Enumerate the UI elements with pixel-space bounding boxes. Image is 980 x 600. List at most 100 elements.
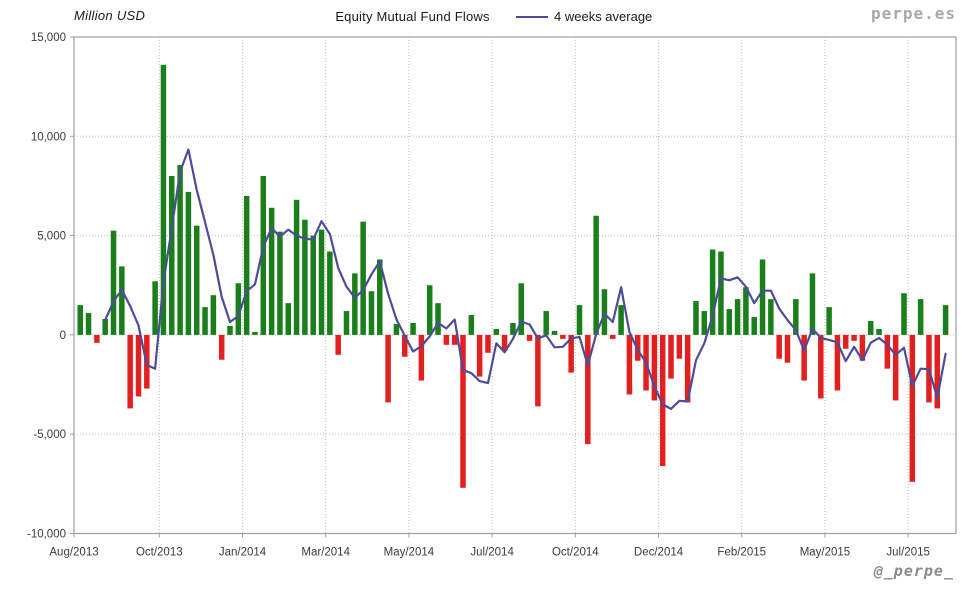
- x-tick-label: Jan/2014: [219, 547, 267, 559]
- legend: 4 weeks average: [516, 9, 652, 24]
- author-handle: @_perpe_: [873, 562, 954, 580]
- legend-label: 4 weeks average: [554, 9, 653, 24]
- flow-bar: [285, 303, 292, 335]
- flow-bar: [501, 334, 508, 351]
- flow-bar: [476, 334, 483, 377]
- flow-bar: [884, 334, 891, 369]
- plot-border: [73, 36, 957, 535]
- flow-bar: [576, 305, 583, 335]
- flow-bar: [718, 251, 724, 335]
- flow-bar: [327, 251, 333, 335]
- flow-bar: [901, 293, 907, 335]
- flow-bar: [751, 317, 757, 335]
- flow-bar: [177, 165, 183, 335]
- flow-bar: [843, 334, 849, 349]
- flow-bar: [726, 309, 733, 335]
- flow-bar: [302, 219, 308, 335]
- watermark: perpe.es: [870, 4, 956, 23]
- x-tick-label: Jul/2014: [470, 547, 514, 559]
- flow-bar: [218, 334, 225, 360]
- flow-bar: [743, 287, 749, 335]
- flow-bar: [343, 311, 350, 335]
- x-tick-label: May/2015: [800, 547, 851, 559]
- x-tick-label: Feb/2015: [717, 547, 766, 559]
- flow-bar: [593, 215, 599, 335]
- x-tick-label: Jul/2015: [886, 547, 929, 559]
- flow-bar: [102, 319, 108, 335]
- flow-bar: [202, 307, 208, 335]
- flow-bar: [859, 334, 866, 361]
- flow-bar: [917, 299, 924, 335]
- flow-bar: [793, 299, 799, 335]
- flow-bar: [776, 334, 782, 359]
- flow-bar: [601, 289, 608, 335]
- y-tick-label: -10,000: [27, 529, 66, 541]
- flow-bar: [435, 303, 441, 335]
- flow-bar: [260, 176, 267, 335]
- flow-bar: [127, 334, 133, 409]
- flow-bar: [809, 273, 816, 335]
- flow-bar: [709, 249, 716, 335]
- flow-bar: [293, 199, 300, 335]
- flow-bar: [443, 334, 450, 345]
- flow-bar: [701, 311, 708, 335]
- flow-bar: [368, 291, 375, 335]
- x-tick-label: Mar/2014: [301, 547, 350, 559]
- y-tick-label: 10,000: [31, 131, 66, 143]
- y-tick-label: 15,000: [31, 32, 66, 44]
- flow-bar: [684, 334, 691, 403]
- flow-bar: [826, 307, 832, 335]
- flow-bar: [352, 273, 358, 335]
- flow-bar: [169, 176, 175, 335]
- flow-bar: [318, 229, 325, 335]
- flow-bar: [385, 334, 391, 403]
- flow-bar: [377, 259, 383, 335]
- flow-bar: [851, 334, 857, 341]
- flow-bar: [610, 334, 616, 339]
- flow-bar: [934, 334, 941, 409]
- flow-bar: [618, 305, 624, 335]
- flow-bar: [426, 285, 433, 335]
- flow-bar: [526, 334, 533, 341]
- flow-bar: [493, 328, 500, 335]
- y-axis-unit-label: Million USD: [74, 8, 146, 23]
- flow-bar: [510, 322, 516, 335]
- flow-bar: [119, 266, 125, 335]
- flow-bar: [94, 334, 100, 343]
- flow-bar: [834, 334, 841, 391]
- flow-bar: [227, 325, 233, 335]
- flow-bar: [784, 334, 791, 363]
- flow-bar: [693, 301, 699, 335]
- x-tick-label: Dec/2014: [634, 547, 684, 559]
- flow-bar: [152, 281, 158, 335]
- flow-bar: [185, 191, 192, 335]
- flow-bar: [235, 283, 242, 335]
- flow-bar: [243, 195, 250, 335]
- chart-title: Equity Mutual Fund Flows: [335, 9, 490, 24]
- flow-bar: [535, 334, 541, 407]
- flow-bar: [277, 231, 283, 335]
- flow-bar: [135, 334, 142, 397]
- y-tick-label: -5,000: [33, 429, 66, 441]
- flow-bar: [668, 334, 674, 379]
- flow-bar: [310, 235, 316, 335]
- flow-bar: [892, 334, 899, 401]
- y-tick-label: 5,000: [37, 231, 66, 243]
- flow-bar: [268, 207, 275, 335]
- x-tick-label: Aug/2013: [49, 547, 98, 559]
- flow-bar: [909, 334, 916, 482]
- flow-bar: [110, 230, 117, 335]
- flow-bar: [768, 299, 774, 335]
- flow-bar: [818, 334, 824, 399]
- y-tick-label: 0: [60, 330, 66, 342]
- ma-line: [104, 148, 947, 410]
- flow-bar: [759, 259, 766, 335]
- flow-bar: [77, 305, 83, 335]
- flow-bar: [460, 334, 466, 488]
- flow-bar: [651, 334, 658, 401]
- flow-bar: [543, 311, 549, 335]
- flow-bar: [551, 330, 558, 335]
- flow-bar: [418, 334, 425, 381]
